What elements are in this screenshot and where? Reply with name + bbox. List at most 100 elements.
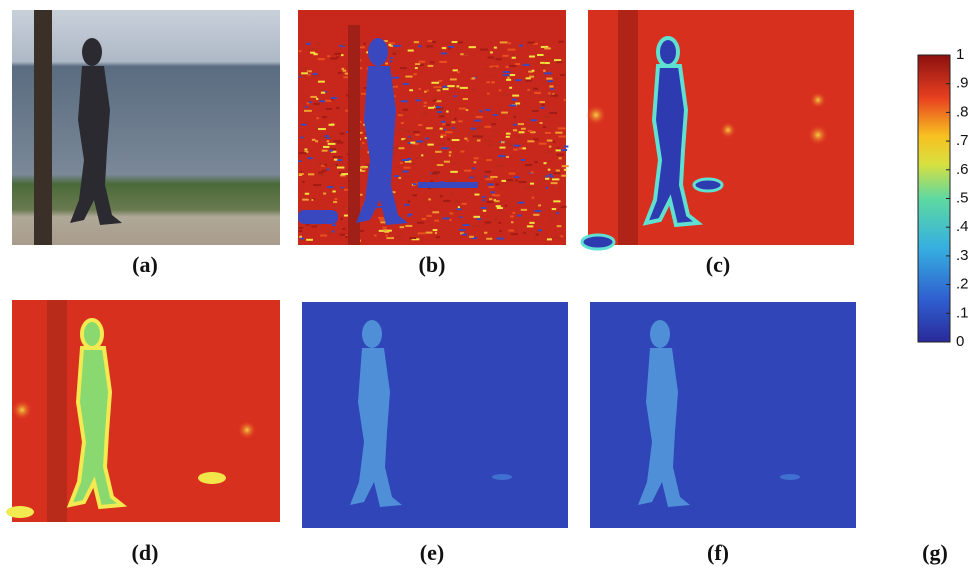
texture — [302, 181, 305, 183]
texture — [514, 176, 519, 178]
texture — [545, 132, 551, 134]
panel-label: (d) — [132, 540, 159, 565]
texture — [454, 95, 457, 97]
texture — [495, 130, 499, 132]
texture — [484, 232, 487, 234]
texture — [505, 205, 507, 207]
texture — [456, 85, 459, 87]
texture — [557, 147, 559, 149]
texture — [543, 70, 545, 72]
panel-b — [298, 10, 569, 245]
texture — [513, 124, 517, 126]
texture — [560, 205, 562, 207]
texture — [525, 234, 527, 236]
texture — [452, 41, 459, 43]
texture — [328, 143, 336, 145]
texture — [463, 224, 470, 226]
texture — [417, 222, 424, 224]
texture — [332, 190, 335, 192]
texture — [493, 114, 498, 116]
texture — [538, 204, 541, 206]
texture — [514, 116, 516, 118]
texture — [485, 109, 490, 111]
texture — [415, 134, 419, 136]
texture — [464, 138, 467, 140]
texture — [388, 44, 391, 46]
texture — [386, 237, 394, 239]
texture — [496, 205, 501, 207]
texture — [327, 186, 334, 188]
texture — [300, 136, 303, 138]
texture — [437, 111, 442, 113]
texture — [562, 165, 569, 167]
texture — [395, 201, 398, 203]
texture — [539, 143, 547, 145]
texture — [432, 97, 436, 99]
texture — [306, 43, 311, 45]
texture — [399, 147, 405, 149]
texture — [326, 232, 331, 234]
texture — [442, 123, 445, 125]
texture — [382, 227, 386, 229]
texture — [544, 47, 551, 49]
texture — [410, 142, 415, 144]
texture — [300, 171, 302, 173]
texture — [564, 169, 567, 171]
texture — [529, 76, 534, 78]
texture — [495, 165, 502, 167]
texture — [492, 194, 496, 196]
texture — [534, 92, 541, 94]
texture — [469, 46, 476, 48]
texture — [459, 108, 466, 110]
texture — [553, 200, 560, 202]
texture — [426, 45, 433, 47]
texture — [449, 219, 452, 221]
texture — [467, 140, 469, 142]
texture — [404, 204, 409, 206]
texture — [337, 156, 342, 158]
texture — [482, 196, 485, 198]
texture — [337, 167, 344, 169]
texture — [546, 78, 552, 80]
texture — [308, 74, 310, 76]
texture — [305, 193, 309, 195]
panel-f — [590, 302, 856, 528]
panel-d — [6, 300, 280, 522]
texture — [527, 89, 530, 91]
texture — [340, 133, 345, 135]
texture — [554, 78, 557, 80]
texture — [530, 172, 533, 174]
texture — [527, 140, 534, 142]
texture — [327, 140, 329, 142]
texture — [506, 133, 511, 135]
texture — [545, 175, 548, 177]
texture — [468, 131, 475, 133]
texture — [340, 218, 343, 220]
texture — [448, 47, 451, 49]
texture — [466, 109, 469, 111]
texture — [424, 102, 427, 104]
texture — [473, 176, 476, 178]
colorbar-tick-label: .4 — [956, 218, 969, 235]
texture — [491, 135, 495, 137]
texture — [447, 85, 454, 87]
texture — [469, 236, 474, 238]
texture — [440, 136, 443, 138]
texture — [556, 212, 559, 214]
texture — [512, 99, 517, 101]
texture — [400, 162, 403, 164]
texture — [461, 203, 466, 205]
colorbar-tick-label: 0 — [956, 333, 964, 350]
texture — [474, 161, 477, 163]
texture — [324, 164, 327, 166]
texture — [428, 40, 433, 42]
texture — [513, 149, 518, 151]
texture — [541, 64, 545, 66]
texture — [426, 232, 433, 234]
texture — [322, 170, 327, 172]
texture — [474, 120, 480, 122]
texture — [525, 164, 532, 166]
texture — [481, 207, 487, 209]
texture — [501, 180, 506, 182]
texture — [544, 72, 552, 74]
